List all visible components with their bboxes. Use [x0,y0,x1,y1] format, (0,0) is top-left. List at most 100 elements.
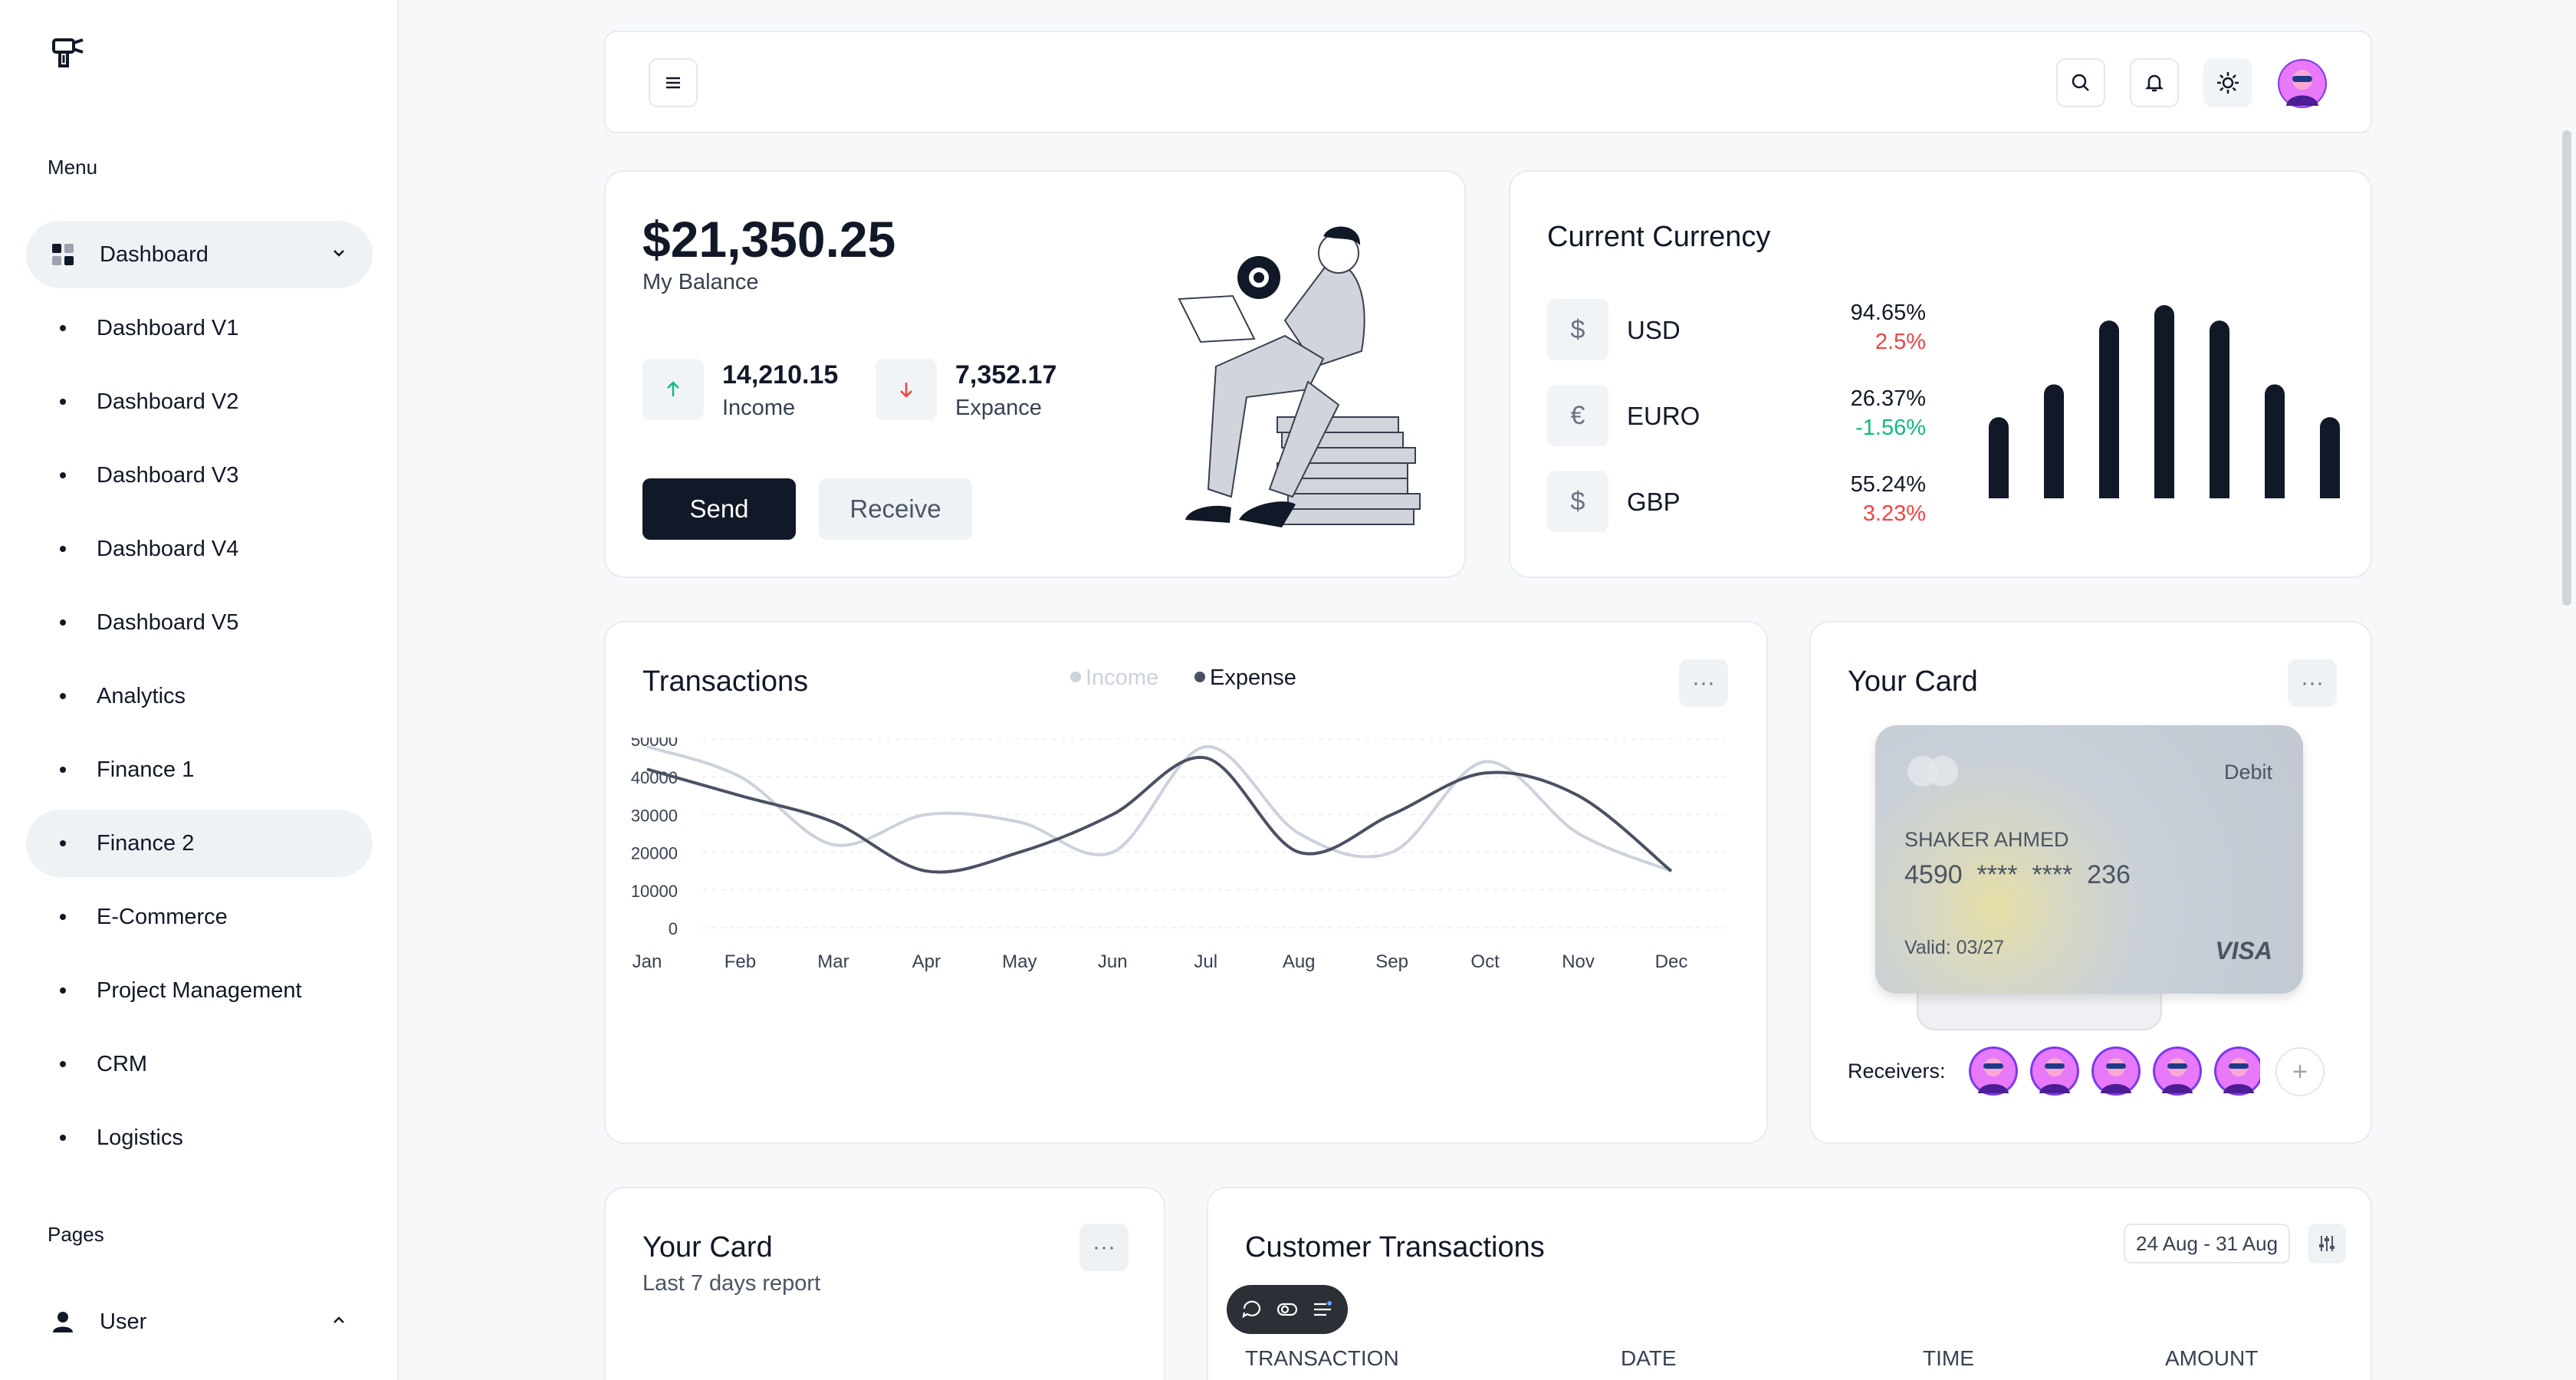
x-tick-label: Sep [1375,951,1408,972]
currency-bar [1989,417,2009,498]
currency-bar-base [1989,488,2009,498]
customer-transactions-card: Customer Transactions 24 Aug - 31 Aug [1207,1187,2372,1380]
send-button[interactable]: Send [642,478,796,540]
currency-name: USD [1627,316,1681,344]
sidebar-item-label: Logistics [97,1125,183,1150]
receive-button[interactable]: Receive [819,478,972,540]
currency-bar [2265,384,2285,498]
sidebar-item-label: CRM [97,1052,148,1076]
receiver-avatar[interactable] [2091,1046,2141,1096]
sidebar-item-label: Dashboard V4 [97,537,239,561]
avatar[interactable] [2277,58,2328,109]
y-tick-label: 20000 [631,844,678,863]
expense-value: 7,352.17 [955,360,1057,389]
receivers-label: Receivers: [1848,1060,1946,1083]
transactions-more-button[interactable]: ··· [1679,659,1728,707]
sidebar-item-dashboard[interactable]: Dashboard [26,221,373,288]
balance-card: $21,350.25 My Balance 14,210.15 Income 7… [604,170,1466,578]
sidebar-item-dashboard-v1[interactable]: Dashboard V1 [26,294,373,362]
receiver-avatar[interactable] [1969,1046,2018,1096]
sidebar-item-finance-1[interactable]: Finance 1 [26,736,373,803]
receiver-avatar[interactable] [2030,1046,2079,1096]
scrollbar[interactable] [2562,130,2571,606]
x-tick-label: Apr [912,951,941,972]
sidebar-item-logistics[interactable]: Logistics [26,1104,373,1171]
sidebar-item-user[interactable]: User [26,1288,373,1355]
hamburger-icon [666,77,680,89]
currency-row-gbp[interactable]: $ GBP 55.24% 3.23% [1547,471,1926,532]
legend-income[interactable]: Income [1070,665,1158,691]
sidebar-item-e-commerce[interactable]: E-Commerce [26,883,373,951]
x-tick-label: Mar [817,951,849,972]
column-header-transaction[interactable]: TRANSACTION [1245,1346,1399,1370]
floating-toolbar [1227,1285,1348,1334]
top-bar [604,31,2372,133]
currency-bar-chart [1989,305,2340,498]
card-valid: Valid: 03/27 [1904,937,2005,958]
sidebar-item-analytics[interactable]: Analytics [26,662,373,730]
balance-amount: $21,350.25 [642,211,896,268]
income-badge [642,359,704,420]
currency-row-euro[interactable]: € EURO 26.37% -1.56% [1547,385,1926,446]
debit-card[interactable]: Debit SHAKER AHMED 4590 **** **** 236 Va… [1875,725,2303,994]
currency-bar [2210,320,2229,498]
currency-bar-base [2099,488,2119,498]
expense-badge [876,359,937,420]
x-tick-label: Nov [1562,951,1595,972]
sidebar-item-label: Dashboard [100,242,209,267]
toggle-icon[interactable] [1276,1298,1299,1321]
search-button[interactable] [2056,58,2105,107]
sidebar-item-dashboard-v5[interactable]: Dashboard V5 [26,589,373,656]
date-range-picker[interactable]: 24 Aug - 31 Aug [2124,1224,2291,1263]
currency-change: 2.5% [1875,330,1926,354]
legend-expense[interactable]: Expense [1194,665,1296,691]
column-header-time[interactable]: TIME [1923,1346,1974,1370]
bullet-icon [60,546,66,552]
add-receiver-button[interactable]: + [2275,1047,2325,1096]
sidebar-item-dashboard-v4[interactable]: Dashboard V4 [26,515,373,583]
x-tick-label: Feb [724,951,756,972]
sidebar-item-dashboard-v2[interactable]: Dashboard V2 [26,368,373,435]
bullet-icon [60,325,66,331]
currency-percent: 55.24% [1850,472,1926,497]
notifications-button[interactable] [2130,58,2179,107]
receiver-avatar[interactable] [2153,1046,2202,1096]
sidebar: Menu Dashboard Dashboard V1 Dashboard V2… [0,0,399,1380]
currency-bar-base [2210,488,2229,498]
currency-name: EURO [1627,402,1700,430]
sidebar-item-label: Dashboard V2 [97,389,239,414]
currency-bar-base [2154,488,2174,498]
report-more-button[interactable]: ··· [1079,1224,1129,1271]
column-header-date[interactable]: DATE [1621,1346,1677,1370]
bullet-icon [60,619,66,626]
receiver-avatar[interactable] [2214,1046,2260,1096]
sidebar-item-dashboard-v3[interactable]: Dashboard V3 [26,442,373,509]
series-line-expense [646,755,1673,874]
bullet-icon [60,987,66,994]
currency-bar [2044,384,2064,498]
menu-toggle-button[interactable] [649,58,698,107]
sidebar-item-label: Finance 2 [97,831,195,856]
sidebar-item-crm[interactable]: CRM [26,1030,373,1098]
filter-button[interactable] [2308,1224,2346,1263]
logo-icon[interactable] [49,35,89,69]
income-label: Income [722,396,796,420]
currency-row-usd[interactable]: $ USD 94.65% 2.5% [1547,299,1926,360]
column-header-amount[interactable]: AMOUNT [2165,1346,2259,1370]
grid-icon [52,244,74,265]
currency-bar [2320,417,2340,498]
sidebar-item-label: Dashboard V3 [97,463,239,488]
sidebar-item-label: Analytics [97,684,186,708]
bell-icon [2144,74,2164,92]
sidebar-item-finance-2[interactable]: Finance 2 [26,810,373,877]
transactions-title: Transactions [642,665,809,698]
your-card-more-button[interactable]: ··· [2288,659,2337,707]
sidebar-item-project-management[interactable]: Project Management [26,957,373,1024]
theme-toggle-button[interactable] [2203,58,2252,107]
sidebar-item-label: Dashboard V5 [97,610,239,635]
currency-name: GBP [1627,488,1681,516]
currency-percent: 94.65% [1850,301,1926,325]
report-card: Your Card Last 7 days report ··· [604,1187,1165,1380]
chat-icon[interactable] [1240,1298,1263,1321]
list-settings-icon[interactable] [1311,1298,1334,1321]
